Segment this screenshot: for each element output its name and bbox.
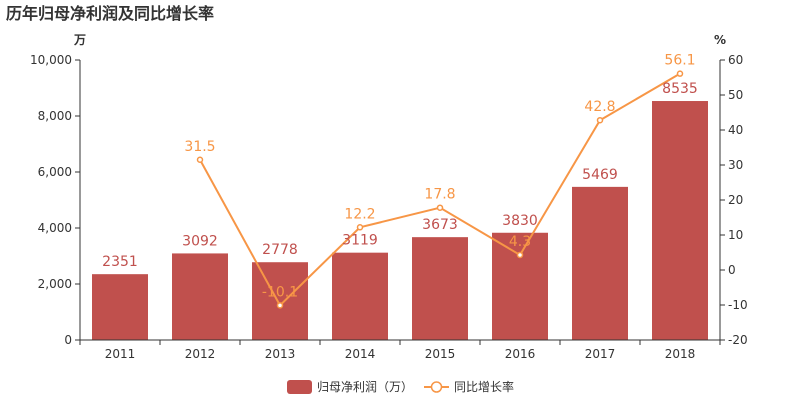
right-axis-unit: %	[714, 33, 726, 47]
bar-2012[interactable]	[172, 253, 228, 340]
x-tick-label: 2017	[585, 347, 616, 361]
bar-2014[interactable]	[332, 252, 388, 340]
legend-bar-label[interactable]: 归母净利润（万）	[317, 380, 413, 394]
right-tick-label: 10	[728, 228, 743, 242]
right-tick-label: 40	[728, 123, 743, 137]
left-tick-label: 4,000	[38, 221, 72, 235]
right-tick-label: 20	[728, 193, 743, 207]
right-tick-label: 0	[728, 263, 736, 277]
legend-bar-swatch[interactable]	[287, 380, 312, 394]
bar-value-label: 3119	[342, 233, 378, 249]
bar-labels: 2351 3092 2778 3119 3673 3830 5469 8535	[102, 81, 698, 270]
line-value-label: -10.1	[262, 284, 298, 300]
line-value-label: 56.1	[664, 53, 695, 69]
bar-value-label: 3830	[502, 213, 538, 229]
right-axis: -20 -10 0 10 20 30 40 50 60	[719, 53, 748, 347]
bar-2018[interactable]	[652, 101, 708, 341]
bar-series	[92, 101, 708, 341]
right-tick-label: -20	[728, 333, 748, 347]
x-tick-label: 2013	[265, 347, 296, 361]
left-tick-label: 0	[64, 333, 72, 347]
left-axis: 0 2,000 4,000 6,000 8,000 10,000	[30, 53, 81, 347]
bar-value-label: 5469	[582, 167, 618, 183]
line-point-2017[interactable]	[596, 116, 604, 124]
x-tick-label: 2016	[505, 347, 536, 361]
right-tick-label: 50	[728, 88, 743, 102]
line-point-2018[interactable]	[676, 70, 684, 77]
chart-title: 历年归母净利润及同比增长率	[6, 4, 214, 23]
left-tick-label: 10,000	[30, 53, 72, 67]
bar-value-label: 3092	[182, 233, 218, 249]
line-value-label: 17.8	[424, 187, 455, 203]
bar-value-label: 8535	[662, 81, 698, 97]
x-tick-label: 2018	[665, 347, 696, 361]
bar-2013[interactable]	[252, 262, 308, 340]
line-series	[196, 70, 684, 309]
right-tick-label: 60	[728, 53, 743, 67]
bar-2015[interactable]	[412, 237, 468, 340]
legend: 归母净利润（万） 同比增长率	[287, 379, 514, 394]
line-value-label: 31.5	[184, 139, 215, 155]
line-value-label: 12.2	[344, 206, 375, 222]
right-tick-label: -10	[728, 298, 748, 312]
right-tick-label: 30	[728, 158, 743, 172]
line-point-2016[interactable]	[516, 251, 524, 259]
line-labels: 31.5 -10.1 12.2 17.8 4.3 42.8 56.1	[184, 53, 695, 301]
line-point-2013[interactable]	[276, 302, 284, 309]
x-tick-label: 2015	[425, 347, 456, 361]
legend-line-label[interactable]: 同比增长率	[454, 379, 514, 394]
bar-2017[interactable]	[572, 186, 628, 340]
x-axis: 2011 2012 2013 2014 2015 2016 2017 2018	[79, 339, 721, 361]
line-point-2012[interactable]	[196, 156, 204, 163]
left-tick-label: 6,000	[38, 165, 72, 179]
left-tick-label: 8,000	[38, 109, 72, 123]
bar-2011[interactable]	[92, 274, 148, 340]
x-tick-label: 2012	[185, 347, 216, 361]
line-point-2014[interactable]	[356, 224, 364, 231]
line-value-label: 4.3	[509, 234, 531, 250]
bar-value-label: 3673	[422, 217, 458, 233]
x-tick-label: 2014	[345, 347, 376, 361]
bar-value-label: 2351	[102, 254, 138, 270]
line-point-2015[interactable]	[436, 204, 444, 211]
left-axis-unit: 万	[73, 33, 86, 47]
left-tick-label: 2,000	[38, 277, 72, 291]
legend-line-marker	[430, 381, 443, 393]
bar-value-label: 2778	[262, 242, 298, 258]
line-value-label: 42.8	[584, 99, 615, 115]
x-tick-label: 2011	[105, 347, 136, 361]
bar-2016[interactable]	[492, 232, 548, 340]
